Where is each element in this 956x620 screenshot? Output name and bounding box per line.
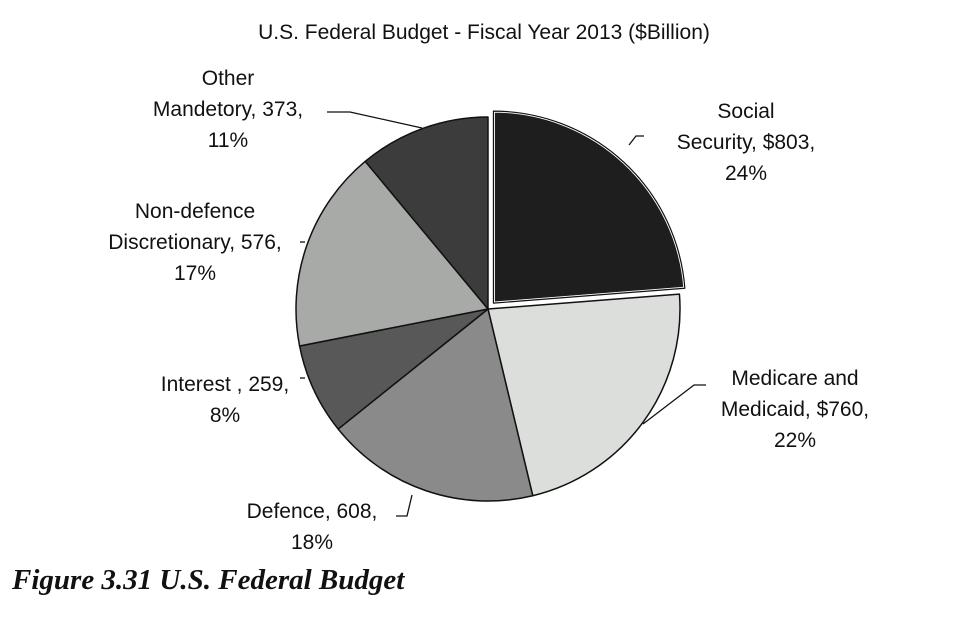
slice-label-defence: Defence, 608, 18% xyxy=(247,500,378,554)
slice-social-security xyxy=(491,109,687,305)
slice-label-medicare-and-medicaid: Medicare and Medicaid, $760, 22% xyxy=(721,367,869,452)
slice-labels: Social Security, $803, 24% Medicare and Medi… xyxy=(108,67,869,554)
slice-label-social-security: Social Security, $803, 24% xyxy=(677,100,816,185)
slice-other-mandetory xyxy=(364,116,489,310)
slice-medicare-and-medicaid xyxy=(487,293,681,497)
leader-line xyxy=(396,494,413,517)
leader-line xyxy=(327,111,423,129)
leader-line xyxy=(642,384,706,425)
pie-chart: U.S. Federal Budget - Fiscal Year 2013 (… xyxy=(108,21,869,554)
slice-defence xyxy=(337,308,534,502)
slice-label-interest: Interest , 259, 8% xyxy=(161,373,289,427)
leader-line xyxy=(628,135,644,146)
chart-title: U.S. Federal Budget - Fiscal Year 2013 (… xyxy=(258,21,710,44)
slice-interest xyxy=(298,308,489,430)
slice-outline-social-security xyxy=(492,110,686,304)
pie-slices xyxy=(295,109,687,502)
figure-caption: Figure 3.31 U.S. Federal Budget xyxy=(12,564,405,596)
leader-lines xyxy=(300,111,706,517)
slice-non-defence-discretionary xyxy=(295,160,489,347)
slice-label-other-mandetory: Other Mandetory, 373, 11% xyxy=(153,67,303,152)
slice-label-non-defence-discretionary: Non-defence Discretionary, 576, 17% xyxy=(108,200,282,285)
